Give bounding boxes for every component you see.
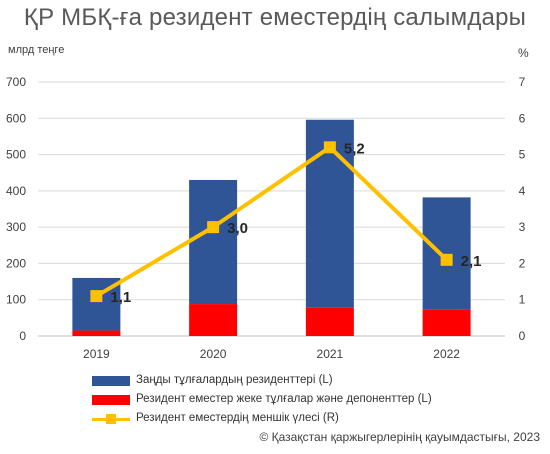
chart-plot: 0 100 200 300 400 500 600 700 0 1 2 3 4 5 6 7 2019 2020 20… <box>6 75 526 361</box>
y-left-tick-label: 500 <box>6 148 26 162</box>
y-left-tick-label: 400 <box>6 184 26 198</box>
share-point <box>323 141 336 154</box>
bar-individual <box>189 304 238 336</box>
y-left-tick-label: 0 <box>19 329 26 343</box>
legend-item-share: Резидент еместердің меншік үлесі (R) <box>92 410 512 428</box>
legend-swatch-individual <box>92 395 130 405</box>
y-left-tick-label: 700 <box>6 75 26 89</box>
legend-item-individual: Резидент еместер жеке тұлғалар және депо… <box>92 391 512 409</box>
bar-individual <box>305 307 354 336</box>
bar-legal <box>422 197 471 310</box>
y-right-tick-label: 5 <box>519 148 526 162</box>
share-point <box>440 253 453 266</box>
legend-swatch-share-marker <box>106 414 116 424</box>
bar-legal <box>189 179 238 305</box>
legend-item-legal: Заңды тұлғалардың резиденттері (L) <box>92 372 512 390</box>
share-data-label: 3,0 <box>227 220 248 237</box>
share-point <box>90 290 103 303</box>
y-right-tick-label: 6 <box>519 111 526 125</box>
y-right-tick-label: 4 <box>519 184 526 198</box>
left-axis-unit: млрд теңге <box>8 44 65 56</box>
x-tick-label: 2021 <box>317 347 344 361</box>
share-data-label: 5,2 <box>344 140 365 157</box>
bar-individual <box>72 330 121 336</box>
y-right-tick-label: 1 <box>519 293 526 307</box>
legend-label-legal: Заңды тұлғалардың резиденттері (L) <box>136 374 333 386</box>
x-tick-label: 2022 <box>433 347 460 361</box>
y-left-tick-label: 100 <box>6 293 26 307</box>
legend-swatch-legal <box>92 376 130 386</box>
y-left-tick-label: 600 <box>6 111 26 125</box>
share-data-label: 2,1 <box>461 253 482 270</box>
y-right-tick-label: 2 <box>519 256 526 270</box>
x-tick-label: 2019 <box>83 347 110 361</box>
x-tick-label: 2020 <box>200 347 227 361</box>
share-line <box>95 145 449 298</box>
share-point <box>207 221 220 234</box>
legend-label-individual: Резидент еместер жеке тұлғалар және депо… <box>136 393 432 405</box>
right-axis-unit: % <box>518 46 529 60</box>
chart-title: ҚР МБҚ-ға резидент еместердің салымдары <box>23 4 527 31</box>
y-left-tick-label: 200 <box>6 256 26 270</box>
share-data-label: 1,1 <box>110 289 131 306</box>
y-left-tick-label: 300 <box>6 220 26 234</box>
y-right-tick-label: 7 <box>519 75 526 89</box>
y-right-tick-label: 3 <box>519 220 526 234</box>
bar-individual <box>422 309 471 336</box>
copyright-note: © Қазақстан қаржыгерлерінің қауымдастығы… <box>259 430 540 444</box>
y-right-tick-label: 0 <box>519 329 526 343</box>
legend-label-share: Резидент еместердің меншік үлесі (R) <box>136 412 339 424</box>
